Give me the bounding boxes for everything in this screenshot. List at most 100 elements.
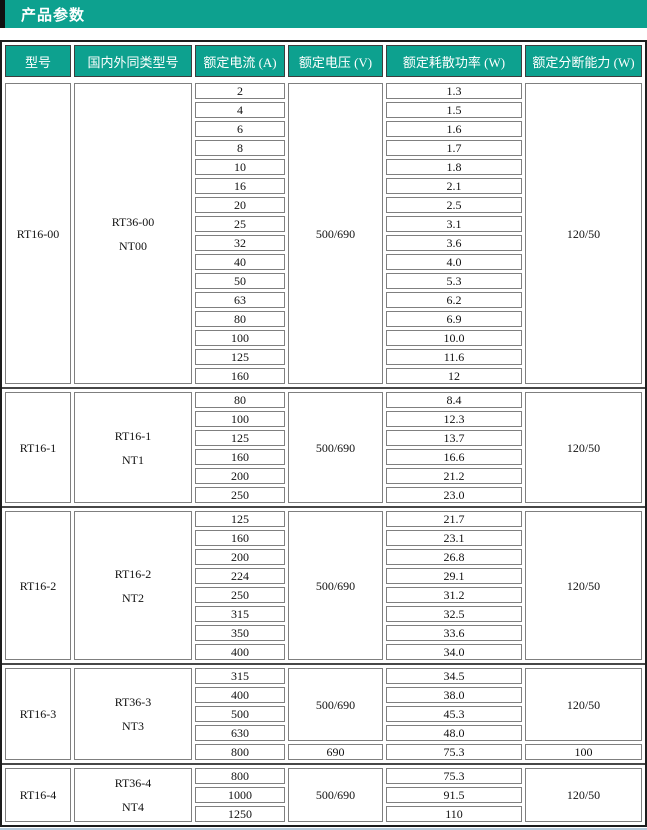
table-row: 350 33.6 (5, 625, 642, 641)
power-cell: 26.8 (386, 549, 522, 565)
table-row: 16 2.1 (5, 178, 642, 194)
section-divider (2, 506, 645, 508)
header-table: 型号 国内外同类型号 额定电流 (A) 额定电压 (V) 额定耗散功率 (W) 额定分断能… (2, 42, 645, 80)
current-cell: 800 (195, 744, 285, 760)
equivalent-line: RT36-00 (111, 214, 155, 229)
power-cell: 48.0 (386, 725, 522, 741)
table-row: 10 1.8 (5, 159, 642, 175)
power-cell: 23.0 (386, 487, 522, 503)
current-cell: 4 (195, 102, 285, 118)
table-row: 630 48.0 (5, 725, 642, 741)
parameters-table: 型号 国内外同类型号 额定电流 (A) 额定电压 (V) 额定耗散功率 (W) 额定分断能… (0, 40, 647, 827)
current-cell: 400 (195, 644, 285, 660)
current-cell: 80 (195, 392, 285, 408)
table-row: 32 3.6 (5, 235, 642, 251)
power-cell: 34.5 (386, 668, 522, 684)
table-row: 8 1.7 (5, 140, 642, 156)
voltage-cell: 500/690 (288, 511, 383, 660)
equivalent-line: RT36-4 (114, 776, 152, 790)
breaking-capacity-cell: 120/50 (525, 392, 642, 503)
power-cell: 10.0 (386, 330, 522, 346)
current-cell: 6 (195, 121, 285, 137)
model-section: RT16-3 RT36-3 NT3 315 500/690 34.5 120/50 400 38… (2, 665, 645, 763)
table-row: RT16-00 RT36-00 NT00 2 500/690 1.3 120/50 (5, 83, 642, 384)
power-cell: 21.7 (386, 511, 522, 527)
table-row: 160 12 (5, 368, 642, 384)
table-row: 250 31.2 (5, 587, 642, 603)
table-row: 40 4.0 (5, 254, 642, 270)
breaking-capacity-cell: 120/50 (525, 768, 642, 822)
current-cell: 160 (195, 449, 285, 465)
breaking-capacity-cell: 120/50 (525, 83, 642, 384)
table-row: 63 6.2 (5, 292, 642, 308)
power-cell: 1.5 (386, 102, 522, 118)
current-cell: 400 (195, 687, 285, 703)
current-cell: 20 (195, 197, 285, 213)
equivalent-cell: RT36-4 NT4 (74, 768, 192, 822)
table-row: 160 16.6 (5, 449, 642, 465)
voltage-cell: 500/690 (288, 392, 383, 503)
power-cell: 23.1 (386, 530, 522, 546)
model-cell: RT16-1 (5, 392, 71, 503)
power-cell: 13.7 (386, 430, 522, 446)
table-row: 500 45.3 (5, 706, 642, 722)
table-row: 4 1.5 (5, 102, 642, 118)
current-cell: 8 (195, 140, 285, 156)
current-cell: 160 (195, 530, 285, 546)
power-cell: 2.5 (386, 197, 522, 213)
current-cell: 800 (195, 768, 285, 784)
table-row: 200 21.2 (5, 468, 642, 484)
current-cell: 50 (195, 273, 285, 289)
voltage-cell: 690 (288, 744, 383, 760)
model-cell: RT16-4 (5, 768, 71, 822)
power-cell: 16.6 (386, 449, 522, 465)
table-row: 20 2.5 (5, 197, 642, 213)
power-cell: 33.6 (386, 625, 522, 641)
power-cell: 1.6 (386, 121, 522, 137)
equivalent-cell: RT16-2 NT2 (74, 511, 192, 660)
current-cell: 16 (195, 178, 285, 194)
current-cell: 2 (195, 83, 285, 99)
power-cell: 4.0 (386, 254, 522, 270)
table-row: 80 6.9 (5, 311, 642, 327)
model-section: RT16-1 RT16-1 NT1 80 500/690 8.4 120/50 100 12.3… (2, 389, 645, 506)
table-row: 400 38.0 (5, 687, 642, 703)
model-cell: RT16-2 (5, 511, 71, 660)
table-row: 400 34.0 (5, 644, 642, 660)
current-cell: 160 (195, 368, 285, 384)
power-cell: 1.3 (386, 83, 522, 99)
equivalent-cell: RT16-1 NT1 (74, 392, 192, 503)
power-cell: 29.1 (386, 568, 522, 584)
power-cell: 11.6 (386, 349, 522, 365)
table-row: 160 23.1 (5, 530, 642, 546)
table-row: 25 3.1 (5, 216, 642, 232)
current-cell: 315 (195, 606, 285, 622)
equivalent-line: RT16-2 (114, 566, 152, 581)
equivalent-line: NT3 (122, 719, 144, 733)
breaking-capacity-cell: 100 (525, 744, 642, 760)
current-cell: 125 (195, 511, 285, 527)
breaking-capacity-cell: 120/50 (525, 668, 642, 741)
current-cell: 100 (195, 411, 285, 427)
current-cell: 125 (195, 349, 285, 365)
current-cell: 1000 (195, 787, 285, 803)
table-row: 100 12.3 (5, 411, 642, 427)
table-row: 315 32.5 (5, 606, 642, 622)
power-cell: 38.0 (386, 687, 522, 703)
column-header: 额定电流 (A) (195, 45, 285, 77)
table-row: RT16-3 RT36-3 NT3 315 500/690 34.5 120/50 (5, 668, 642, 760)
equivalent-cell: RT36-00 NT00 (74, 83, 192, 384)
power-cell: 21.2 (386, 468, 522, 484)
current-cell: 32 (195, 235, 285, 251)
power-cell: 91.5 (386, 787, 522, 803)
table-row: 200 26.8 (5, 549, 642, 565)
table-row: 100 10.0 (5, 330, 642, 346)
equivalent-line: RT16-1 (114, 428, 152, 443)
model-cell: RT16-3 (5, 668, 71, 760)
power-cell: 3.1 (386, 216, 522, 232)
header-row: 型号 国内外同类型号 额定电流 (A) 额定电压 (V) 额定耗散功率 (W) 额定分断能… (5, 45, 642, 77)
page-title: 产品参数 (21, 6, 86, 24)
power-cell: 12.3 (386, 411, 522, 427)
voltage-cell: 500/690 (288, 83, 383, 384)
column-header: 额定分断能力 (W) (525, 45, 642, 77)
